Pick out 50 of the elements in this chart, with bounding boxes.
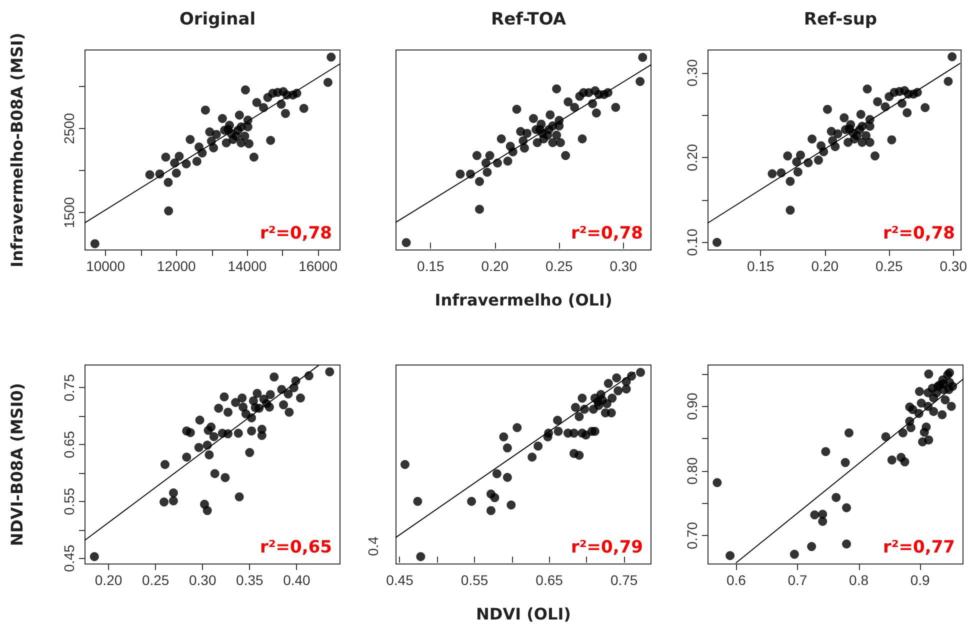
y-tick-label: 1500 — [61, 196, 77, 228]
y-tick-label: 0.55 — [61, 488, 77, 516]
x-tick-label: 10000 — [86, 258, 126, 274]
x-tick-label: 0.40 — [283, 572, 311, 588]
x-tick-label: 0.6 — [726, 572, 746, 588]
x-tick-label: 12000 — [156, 258, 196, 274]
x-tick-label: 0.9 — [910, 572, 930, 588]
chart-title: Ref-TOA — [490, 10, 567, 30]
x-axis-title: Infravermelho (OLI) — [434, 290, 612, 310]
x-tick-label: 0.75 — [610, 572, 638, 588]
y-tick-label: 2500 — [61, 112, 77, 144]
annotation: r²=0,79 — [570, 538, 644, 558]
y-tick-label: 0.70 — [684, 522, 700, 550]
x-tick-label: 0.65 — [536, 572, 564, 588]
x-tick-label: 0.35 — [236, 572, 264, 588]
y-tick-label: 0.10 — [684, 228, 700, 256]
x-tick-label: 0.8 — [849, 572, 869, 588]
x-tick-label: 0.25 — [546, 258, 573, 274]
x-tick-label: 0.30 — [610, 258, 638, 274]
annotation: r²=0,65 — [260, 538, 332, 558]
y-tick-label: 0.20 — [684, 144, 700, 172]
annotation: r²=0,77 — [882, 538, 956, 558]
y-tick-label: 0.80 — [684, 457, 700, 485]
x-tick-label: 16000 — [298, 258, 338, 274]
x-tick-label: 0.30 — [188, 572, 216, 588]
y-axis-title: Infravermelho-B08A (MSI) — [8, 32, 26, 268]
x-tick-label: 0.25 — [142, 572, 170, 588]
y-axis-title: NDVI-B08A (MSI0) — [8, 382, 26, 546]
y-tick-label: 0.90 — [684, 392, 700, 420]
x-tick-label: 0.7 — [788, 572, 808, 588]
y-tick-label: 0.65 — [61, 430, 77, 458]
x-tick-label: 0.20 — [811, 258, 839, 274]
x-tick-label: 0.45 — [386, 572, 414, 588]
y-tick-label: 0.30 — [684, 59, 700, 87]
x-tick-label: 14000 — [228, 258, 267, 274]
x-tick-label: 0.20 — [94, 572, 122, 588]
text: 0.4 — [365, 536, 381, 556]
y-tick-label: 0.75 — [61, 374, 77, 402]
x-tick-label: 0.30 — [940, 258, 968, 274]
x-tick-label: 0.15 — [747, 258, 775, 274]
chart-title: Original — [179, 10, 256, 30]
x-tick-label: 0.20 — [481, 258, 509, 274]
annotation: r²=0,78 — [260, 224, 332, 244]
annotation: r²=0,78 — [570, 224, 644, 244]
x-axis-title: NDVI (OLI) — [476, 604, 571, 624]
x-tick-label: 0.15 — [417, 258, 445, 274]
x-tick-label: 0.55 — [460, 572, 488, 588]
x-tick-label: 0.25 — [876, 258, 903, 274]
chart-title: Ref-sup — [804, 10, 878, 30]
annotation: r²=0,78 — [882, 224, 956, 244]
